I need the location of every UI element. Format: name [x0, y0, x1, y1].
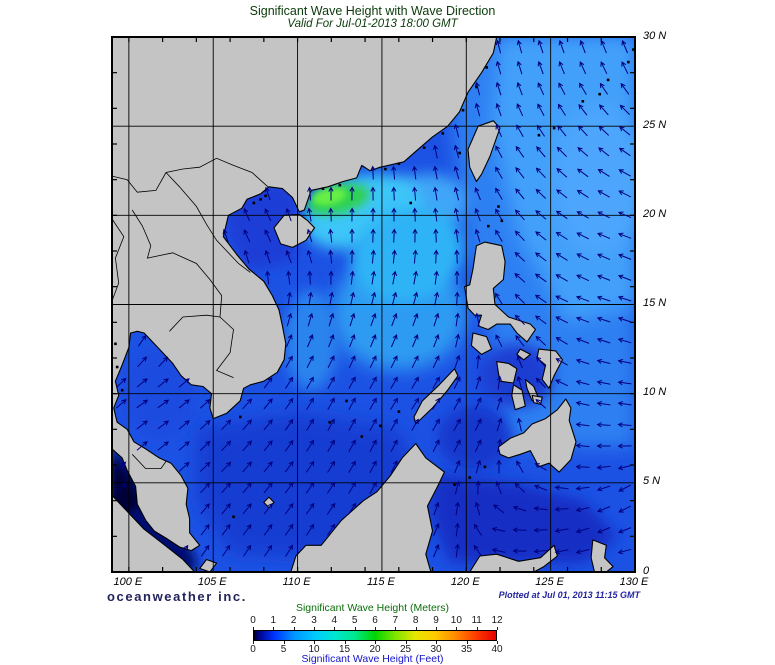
legend-tick — [293, 627, 295, 630]
small-islands — [114, 48, 635, 519]
feet-tick-label: 20 — [369, 644, 381, 655]
lon-label: 125 E — [535, 576, 565, 588]
feet-tick-label: 15 — [338, 644, 351, 655]
legend-tick — [497, 641, 498, 644]
legend-tick — [415, 627, 417, 630]
chart-valid-time: Valid For Jul-01-2013 18:00 GMT — [287, 18, 458, 31]
land-mindanao — [497, 398, 577, 473]
meters-tick-label: 10 — [450, 615, 462, 626]
chart-title-block: Significant Wave Height with Wave Direct… — [111, 4, 634, 32]
land-riau — [199, 558, 218, 572]
land-natuna — [263, 496, 275, 509]
feet-tick-label: 40 — [491, 644, 503, 655]
legend-tick — [344, 641, 346, 644]
map-frame — [111, 36, 636, 573]
meters-tick-label: 9 — [433, 615, 439, 626]
meters-tick-label: 5 — [351, 615, 358, 626]
country-borders — [112, 157, 270, 470]
feet-tick-label: 5 — [280, 644, 287, 655]
legend-tick — [405, 641, 407, 644]
meters-tick-label: 7 — [392, 615, 399, 626]
legend-tick — [253, 641, 254, 644]
plotted-timestamp: Plotted at Jul 01, 2013 11:15 GMT — [498, 590, 640, 600]
legend-tick — [334, 627, 336, 630]
lon-label: 110 E — [282, 576, 311, 588]
lon-label: 100 E — [113, 576, 143, 588]
land-halmahera — [590, 539, 614, 572]
meters-tick-label: 11 — [471, 615, 482, 626]
legend-tick — [476, 627, 478, 630]
legend-tick — [497, 627, 498, 630]
legend-tick — [273, 627, 275, 630]
lon-label: 130 E — [619, 576, 649, 588]
land-layer — [112, 37, 614, 572]
wave-direction-arrows — [115, 39, 632, 558]
land-mainland-asia — [112, 37, 498, 552]
map-layers — [112, 37, 635, 572]
legend-tick — [436, 641, 437, 644]
lon-label: 120 E — [450, 576, 480, 588]
meters-tick-label: 1 — [270, 615, 277, 626]
meters-tick-label: 6 — [372, 615, 378, 626]
lat-label: 20 N — [643, 207, 667, 220]
legend-tick — [436, 627, 437, 630]
feet-tick-label: 0 — [250, 644, 256, 655]
land-borneo — [290, 443, 445, 572]
meters-tick-label: 2 — [290, 615, 297, 626]
lon-label: 105 E — [197, 576, 227, 588]
meters-tick-label: 3 — [311, 615, 317, 626]
legend-tick — [456, 627, 458, 630]
feet-tick-label: 35 — [460, 644, 473, 655]
lat-label: 25 N — [643, 118, 667, 131]
meters-tick-label: 0 — [250, 615, 256, 626]
legend-tick — [375, 627, 376, 630]
wave-height-colorbar — [253, 630, 497, 641]
feet-tick-label: 10 — [308, 644, 320, 655]
feet-tick-label: 25 — [399, 644, 412, 655]
legend-tick — [375, 641, 376, 644]
feet-tick-label: 30 — [430, 644, 442, 655]
wave-height-map — [111, 36, 636, 573]
land-sumatra — [112, 494, 196, 572]
land-taiwan — [467, 120, 501, 183]
legend-tick — [314, 627, 315, 630]
lat-label: 30 N — [643, 29, 667, 42]
legend-tick — [395, 627, 397, 630]
lon-label: 115 E — [366, 576, 395, 588]
land-mindoro — [470, 332, 493, 355]
legend-title-feet: Significant Wave Height (Feet) — [301, 653, 444, 665]
legend-tick — [253, 627, 254, 630]
lat-label: 0 — [643, 564, 650, 577]
legend-tick — [314, 641, 315, 644]
meters-tick-label: 8 — [412, 615, 419, 626]
land-sulawesi-north — [469, 544, 558, 572]
meters-tick-label: 4 — [331, 615, 338, 626]
lat-label: 5 N — [643, 475, 661, 488]
legend-tick — [283, 641, 285, 644]
oceanweather-logo: oceanweather inc. — [107, 589, 247, 604]
legend-tick — [354, 627, 356, 630]
chart-title: Significant Wave Height with Wave Direct… — [249, 4, 496, 18]
legend-title-meters: Significant Wave Height (Meters) — [295, 602, 450, 614]
land-masbate — [516, 348, 531, 361]
land-luzon — [464, 241, 537, 343]
meters-tick-label: 12 — [491, 615, 503, 626]
graticule — [112, 37, 635, 572]
land-panay — [496, 361, 518, 384]
lat-label: 15 N — [643, 297, 667, 309]
lat-label: 10 N — [643, 386, 667, 399]
legend-tick — [466, 641, 468, 644]
